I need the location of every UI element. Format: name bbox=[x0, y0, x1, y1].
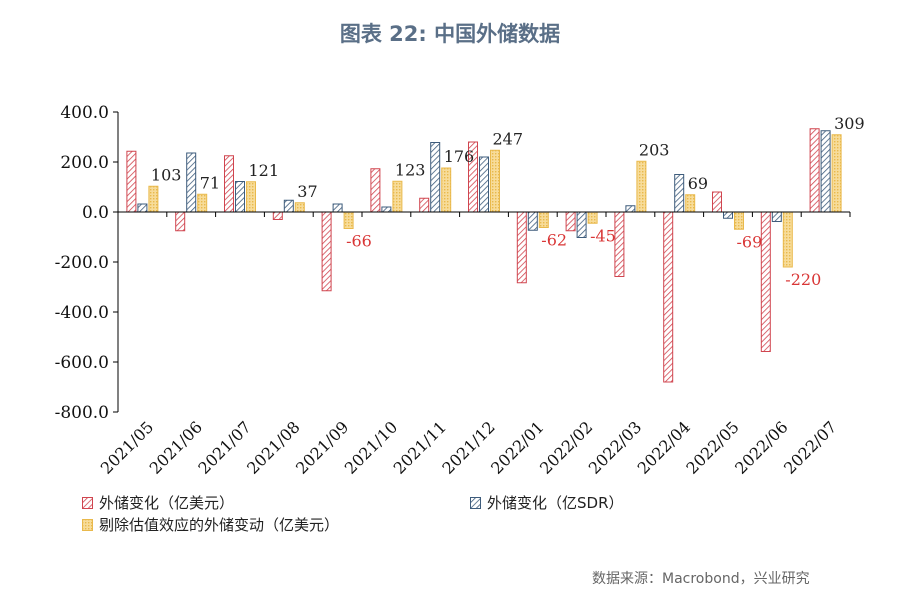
bar-series2 bbox=[576, 211, 587, 238]
data-label: 37 bbox=[297, 182, 317, 201]
y-axis: 400.0 200.0 0.0 -200.0 -400.0 -600.0 -800.0 bbox=[55, 103, 119, 423]
data-label: 71 bbox=[200, 173, 220, 192]
bar-series2 bbox=[235, 181, 245, 213]
x-tick-label: 2022/06 bbox=[731, 417, 791, 477]
bar-series3 bbox=[294, 202, 305, 213]
bar-series2 bbox=[771, 211, 782, 222]
data-label: 176 bbox=[444, 147, 475, 166]
data-label: 103 bbox=[151, 165, 182, 184]
legend-item-series3: 剔除估值效应的外储变动（亿美元） bbox=[82, 514, 339, 535]
data-label: -62 bbox=[541, 231, 567, 250]
bar-series1 bbox=[760, 211, 771, 352]
data-label: -220 bbox=[785, 270, 821, 289]
bar-series1 bbox=[419, 197, 430, 213]
x-tick-label: 2021/09 bbox=[292, 417, 352, 477]
x-tick-label: 2022/05 bbox=[682, 417, 742, 477]
data-label: 247 bbox=[493, 129, 524, 148]
bar-series3 bbox=[441, 167, 452, 213]
x-tick-label: 2022/01 bbox=[487, 417, 547, 477]
bar-series1 bbox=[809, 128, 820, 213]
legend-item-series1: 外储变化（亿美元） bbox=[82, 492, 234, 513]
x-tick-label: 2021/06 bbox=[146, 417, 206, 477]
bar-series3 bbox=[636, 160, 647, 213]
bar-series2 bbox=[283, 199, 294, 213]
bar-series2 bbox=[137, 203, 148, 213]
data-label: 203 bbox=[639, 140, 670, 159]
bar-series2 bbox=[625, 205, 636, 213]
bar-series3 bbox=[782, 211, 793, 268]
y-tick-label: -600.0 bbox=[55, 353, 109, 373]
bar-series3 bbox=[685, 194, 696, 213]
bar-series3 bbox=[490, 149, 500, 213]
x-tick-label: 2022/04 bbox=[634, 417, 694, 477]
y-tick-label: -200.0 bbox=[55, 253, 109, 273]
bar-series2 bbox=[332, 203, 343, 213]
x-tick-label: 2021/11 bbox=[390, 417, 450, 477]
legend-item-series2: 外储变化（亿SDR） bbox=[470, 492, 624, 513]
bar-series2 bbox=[479, 156, 489, 213]
bar-series3 bbox=[587, 211, 598, 224]
data-label: 69 bbox=[688, 174, 708, 193]
bar-series1 bbox=[272, 211, 283, 220]
x-tick-label: 2021/12 bbox=[438, 417, 498, 477]
figure-title: 图表 22: 中国外储数据 bbox=[339, 22, 561, 46]
bar-series1 bbox=[516, 211, 527, 284]
legend-label-series1: 外储变化（亿美元） bbox=[99, 494, 235, 512]
data-label: -45 bbox=[590, 226, 616, 245]
bar-series3 bbox=[734, 211, 744, 230]
data-label: -69 bbox=[737, 232, 763, 251]
y-tick-label: -400.0 bbox=[55, 303, 109, 323]
bar-series3 bbox=[148, 185, 159, 213]
x-tick-label: 2021/07 bbox=[194, 417, 254, 477]
y-tick-label: 200.0 bbox=[60, 153, 109, 173]
legend: 外储变化（亿美元） 外储变化（亿SDR） 剔除估值效应的外储变动（亿美元） bbox=[82, 490, 782, 540]
bar-series3 bbox=[538, 211, 549, 228]
bar-series1 bbox=[614, 211, 625, 277]
x-tick-label: 2021/10 bbox=[341, 417, 401, 477]
bar-series3 bbox=[392, 180, 403, 213]
x-tick-label: 2022/07 bbox=[780, 417, 840, 477]
legend-label-series3: 剔除估值效应的外储变动（亿美元） bbox=[99, 516, 340, 534]
data-label: 123 bbox=[395, 160, 426, 179]
bar-series1 bbox=[565, 211, 576, 232]
legend-label-series2: 外储变化（亿SDR） bbox=[487, 494, 624, 512]
y-tick-label: 0.0 bbox=[82, 203, 109, 223]
bar-series3 bbox=[246, 181, 256, 213]
data-labels: 103 71 121 37 -66 123 176 247 -62 -45 203 69 -69 -220… bbox=[151, 114, 865, 289]
bar-series3 bbox=[831, 134, 842, 213]
bar-series2 bbox=[381, 206, 392, 213]
bar-series1 bbox=[175, 211, 186, 232]
bar-series1 bbox=[126, 150, 137, 213]
bar-series2 bbox=[674, 174, 685, 213]
legend-swatch-series1 bbox=[82, 496, 93, 509]
x-axis: 2021/052021/062021/072021/082021/092021/… bbox=[97, 211, 851, 478]
bar-series1 bbox=[224, 155, 234, 213]
data-label: 121 bbox=[249, 161, 280, 180]
x-tick-label: 2021/08 bbox=[243, 417, 303, 477]
bar-series2 bbox=[186, 152, 197, 213]
legend-swatch-series3 bbox=[82, 518, 93, 531]
bar-series1 bbox=[663, 211, 674, 383]
y-tick-label: 400.0 bbox=[60, 103, 109, 123]
bars bbox=[126, 128, 842, 383]
bar-series3 bbox=[343, 211, 354, 229]
bar-series1 bbox=[712, 191, 722, 213]
data-label: 309 bbox=[834, 114, 865, 133]
bar-series1 bbox=[321, 211, 332, 292]
bar-series2 bbox=[723, 211, 733, 219]
bar-series3 bbox=[197, 193, 208, 213]
legend-swatch-series2 bbox=[470, 496, 481, 509]
source-note: 数据来源：Macrobond，兴业研究 bbox=[592, 571, 810, 587]
bar-series2 bbox=[820, 130, 831, 213]
x-tick-label: 2022/03 bbox=[585, 417, 645, 477]
bar-series2 bbox=[430, 142, 441, 213]
x-tick-label: 2021/05 bbox=[97, 417, 157, 477]
y-tick-label: -800.0 bbox=[55, 403, 109, 423]
bar-series2 bbox=[527, 211, 538, 231]
bar-series1 bbox=[370, 168, 381, 213]
data-label: -66 bbox=[346, 232, 372, 251]
x-tick-label: 2022/02 bbox=[536, 417, 596, 477]
